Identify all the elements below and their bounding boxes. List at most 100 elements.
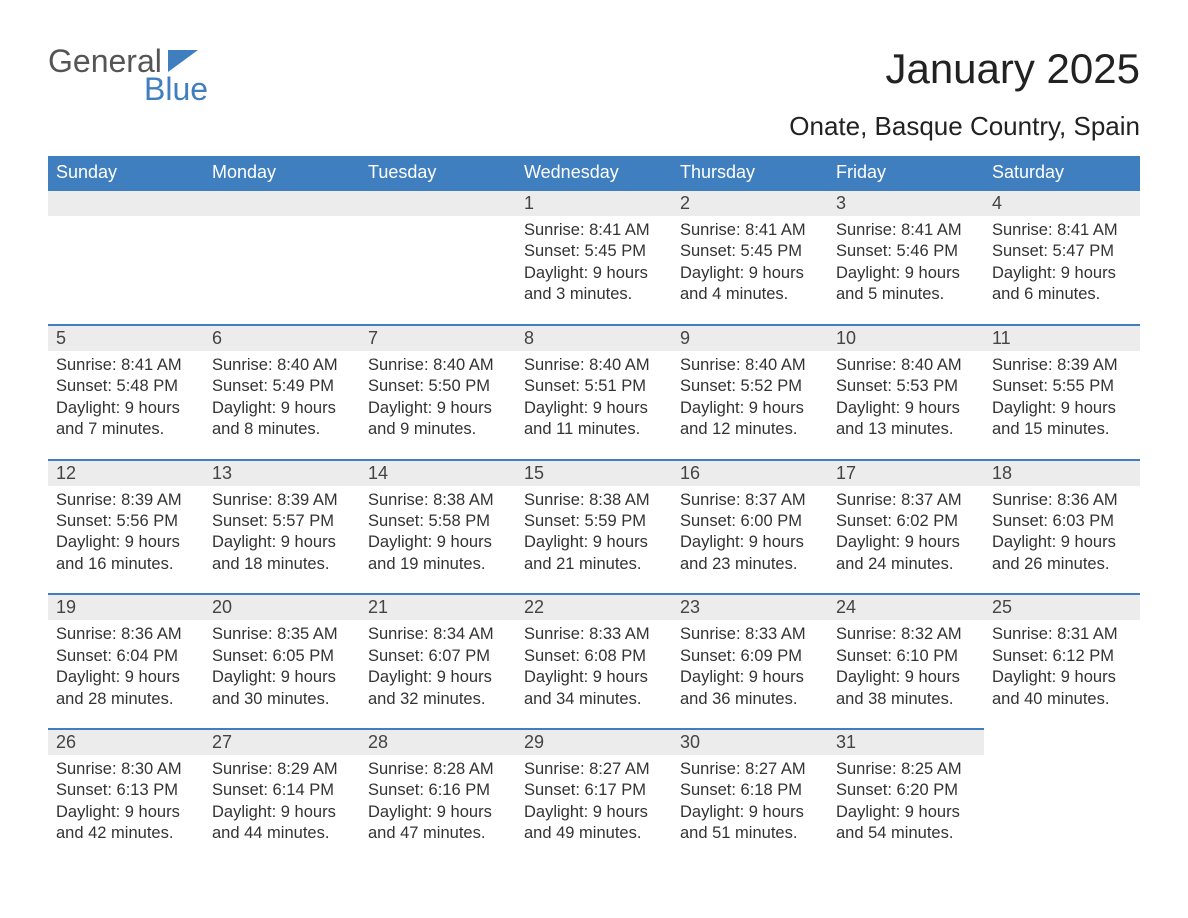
day-data-cell: Sunrise: 8:41 AMSunset: 5:47 PMDaylight:… [984, 216, 1140, 325]
daylight-text: Daylight: 9 hours and 42 minutes. [56, 802, 196, 845]
day-number-cell: 24 [828, 594, 984, 620]
daylight-text: Daylight: 9 hours and 8 minutes. [212, 398, 352, 441]
daylight-text: Daylight: 9 hours and 12 minutes. [680, 398, 820, 441]
day-number-cell: 9 [672, 325, 828, 351]
day-number: 15 [524, 463, 544, 483]
week-daynum-row: 1234 [48, 190, 1140, 216]
daylight-text: Daylight: 9 hours and 30 minutes. [212, 667, 352, 710]
day-number: 2 [680, 193, 690, 213]
daylight-text: Daylight: 9 hours and 18 minutes. [212, 532, 352, 575]
sunset-text: Sunset: 6:02 PM [836, 511, 976, 532]
day-number: 4 [992, 193, 1002, 213]
day-data-cell: Sunrise: 8:41 AMSunset: 5:46 PMDaylight:… [828, 216, 984, 325]
day-data-cell [360, 216, 516, 325]
week-daynum-row: 19202122232425 [48, 594, 1140, 620]
day-number-cell: 29 [516, 729, 672, 755]
day-header: Sunday [48, 156, 204, 190]
daylight-text: Daylight: 9 hours and 44 minutes. [212, 802, 352, 845]
day-data-cell: Sunrise: 8:29 AMSunset: 6:14 PMDaylight:… [204, 755, 360, 863]
day-number: 9 [680, 328, 690, 348]
day-number: 17 [836, 463, 856, 483]
sunrise-text: Sunrise: 8:34 AM [368, 624, 508, 645]
sunrise-text: Sunrise: 8:40 AM [524, 355, 664, 376]
daylight-text: Daylight: 9 hours and 34 minutes. [524, 667, 664, 710]
day-data-cell: Sunrise: 8:37 AMSunset: 6:02 PMDaylight:… [828, 486, 984, 595]
day-number: 26 [56, 732, 76, 752]
day-data-cell: Sunrise: 8:36 AMSunset: 6:04 PMDaylight:… [48, 620, 204, 729]
day-data-cell: Sunrise: 8:33 AMSunset: 6:09 PMDaylight:… [672, 620, 828, 729]
day-number-cell [984, 729, 1140, 755]
sunrise-text: Sunrise: 8:28 AM [368, 759, 508, 780]
sunset-text: Sunset: 6:14 PM [212, 780, 352, 801]
sunrise-text: Sunrise: 8:36 AM [992, 490, 1132, 511]
day-data-cell: Sunrise: 8:40 AMSunset: 5:51 PMDaylight:… [516, 351, 672, 460]
daylight-text: Daylight: 9 hours and 16 minutes. [56, 532, 196, 575]
daylight-text: Daylight: 9 hours and 51 minutes. [680, 802, 820, 845]
sunrise-text: Sunrise: 8:37 AM [836, 490, 976, 511]
sunset-text: Sunset: 5:57 PM [212, 511, 352, 532]
day-data-cell: Sunrise: 8:40 AMSunset: 5:52 PMDaylight:… [672, 351, 828, 460]
day-data-cell [984, 755, 1140, 863]
logo-triangle-icon [168, 50, 198, 72]
day-number: 20 [212, 597, 232, 617]
day-number: 31 [836, 732, 856, 752]
day-number: 24 [836, 597, 856, 617]
day-data-cell: Sunrise: 8:27 AMSunset: 6:18 PMDaylight:… [672, 755, 828, 863]
header-row: General Blue January 2025 [48, 45, 1140, 105]
sunset-text: Sunset: 5:58 PM [368, 511, 508, 532]
sunrise-text: Sunrise: 8:39 AM [992, 355, 1132, 376]
sunset-text: Sunset: 6:17 PM [524, 780, 664, 801]
week-daynum-row: 12131415161718 [48, 460, 1140, 486]
day-number-cell: 21 [360, 594, 516, 620]
sunset-text: Sunset: 5:53 PM [836, 376, 976, 397]
week-data-row: Sunrise: 8:39 AMSunset: 5:56 PMDaylight:… [48, 486, 1140, 595]
sunset-text: Sunset: 6:18 PM [680, 780, 820, 801]
day-number: 28 [368, 732, 388, 752]
sunrise-text: Sunrise: 8:32 AM [836, 624, 976, 645]
sunrise-text: Sunrise: 8:38 AM [524, 490, 664, 511]
day-number-cell: 26 [48, 729, 204, 755]
sunrise-text: Sunrise: 8:29 AM [212, 759, 352, 780]
day-data-cell: Sunrise: 8:31 AMSunset: 6:12 PMDaylight:… [984, 620, 1140, 729]
sunset-text: Sunset: 6:16 PM [368, 780, 508, 801]
sunset-text: Sunset: 5:49 PM [212, 376, 352, 397]
page-title: January 2025 [885, 45, 1140, 93]
day-header: Friday [828, 156, 984, 190]
daylight-text: Daylight: 9 hours and 15 minutes. [992, 398, 1132, 441]
sunset-text: Sunset: 6:12 PM [992, 646, 1132, 667]
sunset-text: Sunset: 5:48 PM [56, 376, 196, 397]
daylight-text: Daylight: 9 hours and 5 minutes. [836, 263, 976, 306]
sunrise-text: Sunrise: 8:41 AM [56, 355, 196, 376]
day-number-cell: 2 [672, 190, 828, 216]
day-number: 12 [56, 463, 76, 483]
daylight-text: Daylight: 9 hours and 40 minutes. [992, 667, 1132, 710]
day-number: 8 [524, 328, 534, 348]
sunset-text: Sunset: 6:20 PM [836, 780, 976, 801]
sunrise-text: Sunrise: 8:27 AM [524, 759, 664, 780]
day-number: 3 [836, 193, 846, 213]
day-number-cell: 7 [360, 325, 516, 351]
sunset-text: Sunset: 5:50 PM [368, 376, 508, 397]
sunrise-text: Sunrise: 8:30 AM [56, 759, 196, 780]
day-number-cell: 30 [672, 729, 828, 755]
sunrise-text: Sunrise: 8:41 AM [680, 220, 820, 241]
daylight-text: Daylight: 9 hours and 4 minutes. [680, 263, 820, 306]
sunset-text: Sunset: 6:05 PM [212, 646, 352, 667]
day-number-cell: 5 [48, 325, 204, 351]
day-number-cell: 10 [828, 325, 984, 351]
day-number-cell: 18 [984, 460, 1140, 486]
day-number: 5 [56, 328, 66, 348]
day-data-cell: Sunrise: 8:39 AMSunset: 5:55 PMDaylight:… [984, 351, 1140, 460]
sunrise-text: Sunrise: 8:40 AM [836, 355, 976, 376]
sunset-text: Sunset: 5:52 PM [680, 376, 820, 397]
daylight-text: Daylight: 9 hours and 21 minutes. [524, 532, 664, 575]
day-number-cell: 13 [204, 460, 360, 486]
sunrise-text: Sunrise: 8:40 AM [368, 355, 508, 376]
sunrise-text: Sunrise: 8:39 AM [212, 490, 352, 511]
day-data-cell: Sunrise: 8:41 AMSunset: 5:45 PMDaylight:… [672, 216, 828, 325]
day-header: Wednesday [516, 156, 672, 190]
logo-word2: Blue [48, 73, 208, 105]
sunset-text: Sunset: 5:46 PM [836, 241, 976, 262]
sunrise-text: Sunrise: 8:38 AM [368, 490, 508, 511]
day-data-cell: Sunrise: 8:39 AMSunset: 5:56 PMDaylight:… [48, 486, 204, 595]
